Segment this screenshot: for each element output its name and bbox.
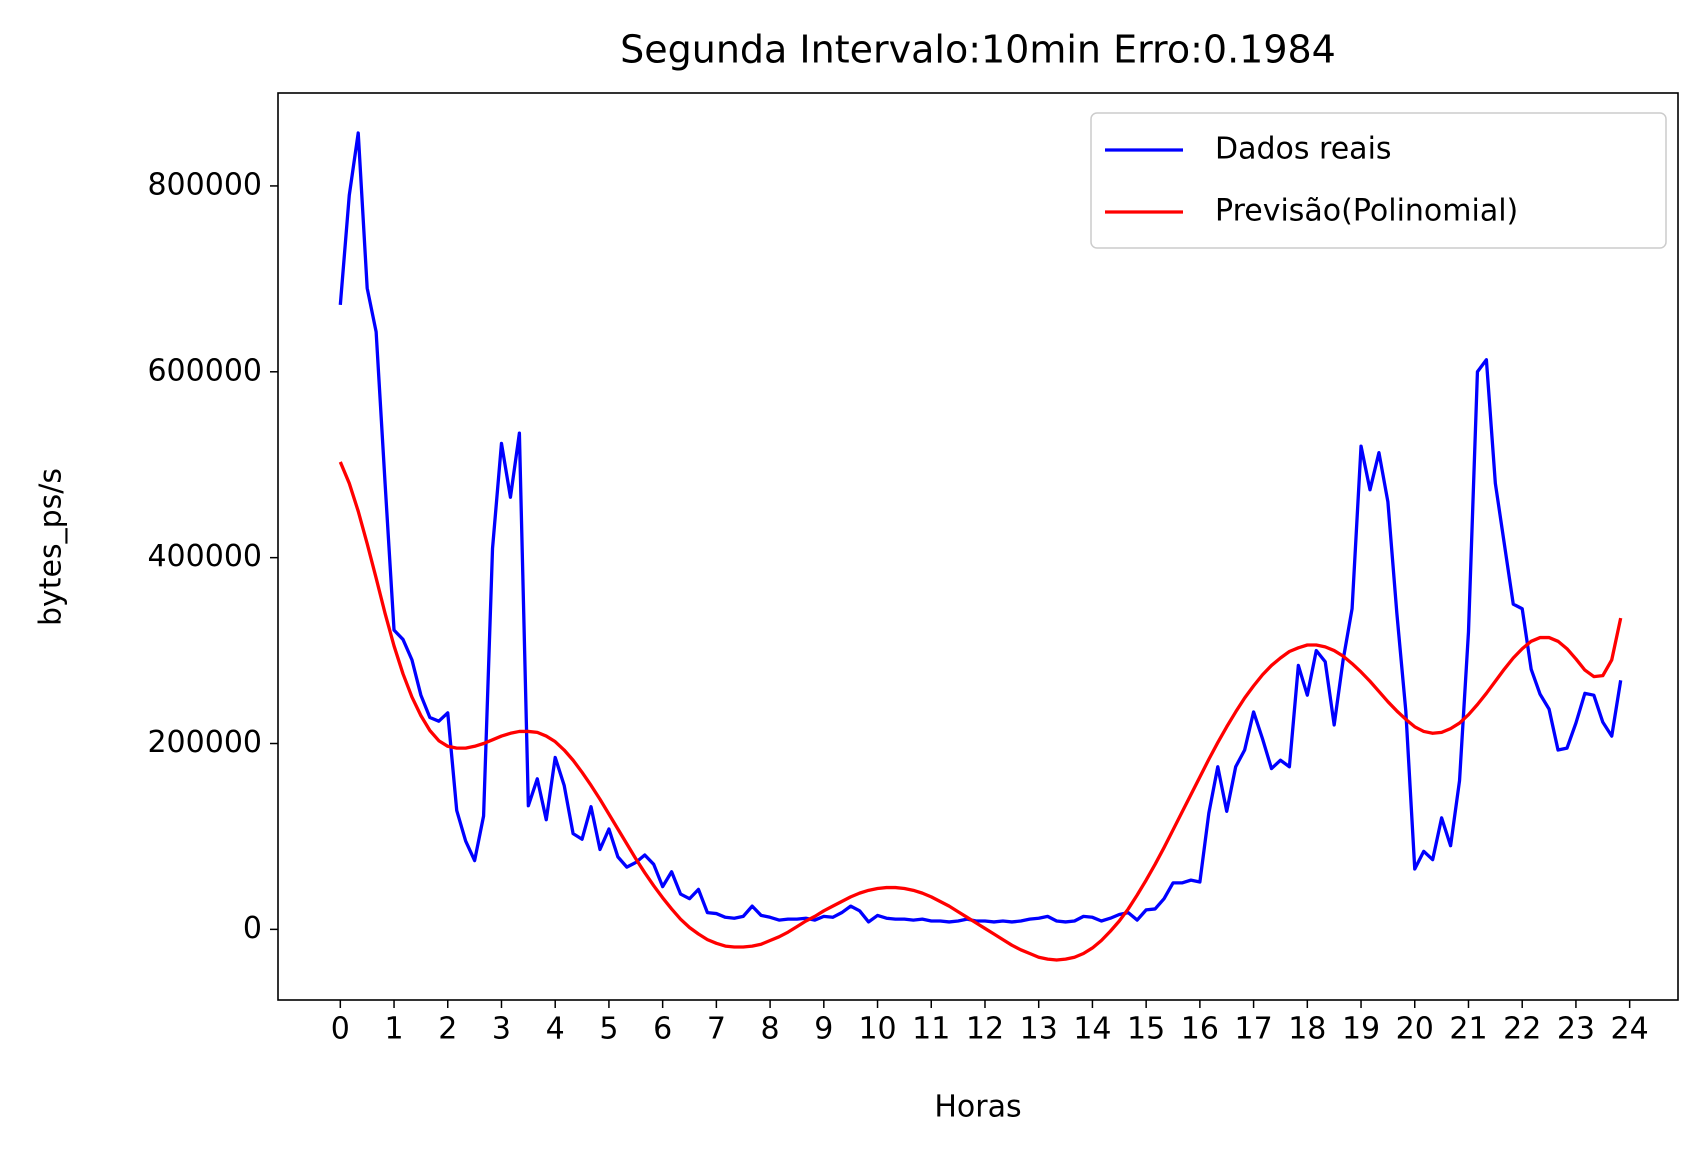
x-tick-label: 2: [438, 1012, 457, 1047]
x-tick-label: 12: [966, 1012, 1004, 1047]
x-tick-label: 16: [1181, 1012, 1219, 1047]
legend-box: [1090, 112, 1667, 249]
legend-label: Dados reais: [1215, 132, 1392, 167]
y-tick-label: 200000: [147, 725, 262, 760]
y-tick-label: 0: [243, 911, 262, 946]
x-tick-label: 18: [1288, 1012, 1326, 1047]
x-tick-label: 6: [653, 1012, 672, 1047]
x-tick-label: 11: [912, 1012, 950, 1047]
x-tick-label: 17: [1235, 1012, 1273, 1047]
x-tick-label: 19: [1342, 1012, 1380, 1047]
x-tick-label: 0: [331, 1012, 350, 1047]
x-tick-label: 1: [384, 1012, 403, 1047]
y-tick-label: 800000: [147, 167, 262, 202]
x-tick-label: 14: [1073, 1012, 1111, 1047]
y-tick-label: 400000: [147, 539, 262, 574]
x-tick-label: 10: [858, 1012, 896, 1047]
x-tick-label: 7: [707, 1012, 726, 1047]
legend: Dados reais Previsão(Polinomial): [1090, 112, 1667, 249]
x-tick-label: 8: [761, 1012, 780, 1047]
x-tick-label: 21: [1449, 1012, 1487, 1047]
x-tick-label: 15: [1127, 1012, 1165, 1047]
x-tick-label: 4: [546, 1012, 565, 1047]
chart-title: Segunda Intervalo:10min Erro:0.1984: [620, 28, 1336, 72]
plot-frame: [277, 92, 1679, 1001]
legend-label: Previsão(Polinomial): [1215, 194, 1518, 229]
x-tick-label: 20: [1396, 1012, 1434, 1047]
x-tick-label: 24: [1611, 1012, 1649, 1047]
x-tick-label: 3: [492, 1012, 511, 1047]
x-tick-label: 9: [814, 1012, 833, 1047]
x-tick-label: 13: [1020, 1012, 1058, 1047]
data-line: [338, 461, 1623, 962]
x-tick-label: 23: [1557, 1012, 1595, 1047]
data-line: [338, 131, 1623, 924]
y-axis-label: bytes_ps/s: [34, 468, 69, 626]
x-tick-label: 5: [599, 1012, 618, 1047]
x-tick-label: 22: [1503, 1012, 1541, 1047]
x-axis-label: Horas: [934, 1090, 1021, 1125]
y-tick-label: 600000: [147, 353, 262, 388]
